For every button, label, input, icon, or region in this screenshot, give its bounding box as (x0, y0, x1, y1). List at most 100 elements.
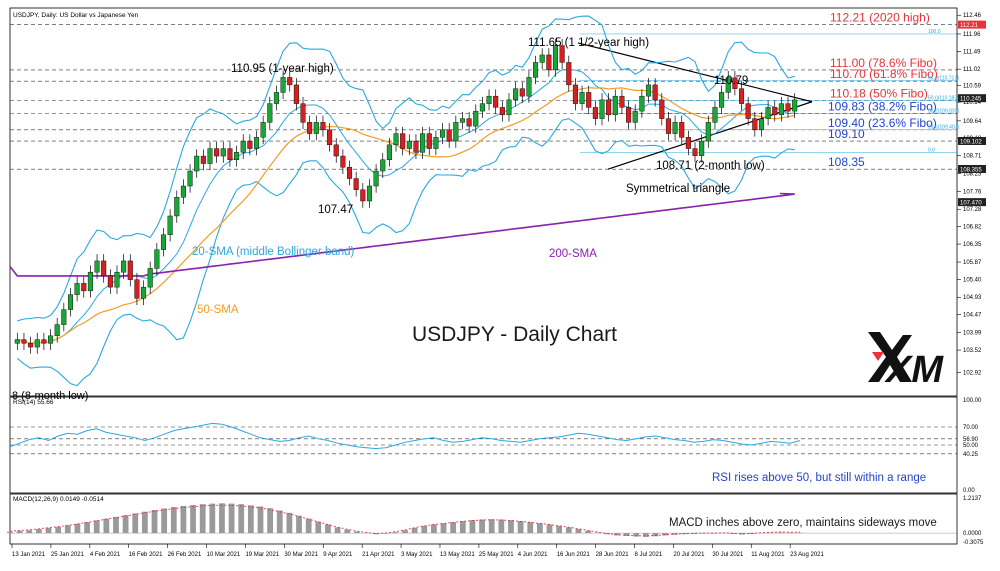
candle-body (273, 92, 279, 104)
candle-body (466, 118, 472, 127)
candle-body (320, 122, 326, 131)
candle-body (67, 294, 74, 310)
price-tag-label: 108.355 (960, 167, 982, 173)
candle-body (699, 140, 705, 156)
candle-body (433, 137, 439, 149)
candle-body (406, 140, 412, 149)
candle-body (373, 170, 379, 187)
candle-body (347, 167, 353, 179)
candle-body (28, 343, 34, 348)
price-tag (958, 164, 986, 173)
candle-body (41, 339, 47, 344)
rsi-tick-label: 0.00 (963, 488, 975, 494)
fib-small-label: 61.8(110.717) (928, 76, 959, 82)
price-tag-label: 107.470 (960, 201, 982, 207)
candle-body (692, 148, 698, 156)
candle-body (400, 133, 406, 149)
candle-body (154, 249, 160, 269)
rsi-tick-label: 70.00 (963, 425, 979, 431)
price-tick-label: 103.99 (963, 330, 982, 336)
macd-tick-label: 0.0000 (963, 531, 982, 537)
candle-body (141, 286, 147, 299)
candle-body (725, 77, 731, 93)
candle-body (639, 95, 645, 112)
candle-body (612, 95, 618, 116)
candle-body (134, 279, 140, 299)
price-levels: 112.21 (2020 high)111.00 (78.6% Fibo)110… (828, 11, 959, 170)
price-tick-label: 110.14 (963, 100, 982, 106)
candle-body (486, 95, 492, 104)
chart-title: USDJPY - Daily Chart (412, 323, 617, 346)
macd-note: MACD inches above zero, maintains sidewa… (669, 517, 937, 529)
price-tag-label: 112.21 (960, 23, 979, 29)
level-label: 110.70 (61.8% Fibo) (830, 67, 938, 81)
date-tick-label: 11 Aug 2021 (751, 552, 785, 558)
candle-body (546, 54, 552, 71)
candle-body (34, 339, 40, 348)
candle-body (652, 84, 658, 101)
price-tick-label: 107.76 (963, 189, 982, 195)
rsi-tick-label: 100.00 (963, 398, 982, 404)
bollinger-bands (16, 15, 795, 387)
label-200-sma: 200-SMA (549, 248, 597, 260)
date-tick-label: 8 Jul 2021 (635, 552, 663, 558)
price-tick-label: 111.49 (963, 50, 981, 56)
main-panel-frame (9, 7, 958, 397)
candle-body (739, 88, 745, 104)
date-tick-label: 25 May 2021 (479, 552, 514, 558)
level-label: 112.21 (2020 high) (830, 11, 930, 25)
candle-body (393, 133, 399, 146)
candle-body (632, 110, 638, 123)
candle-body (253, 137, 260, 149)
candle-body (227, 148, 233, 161)
candle-body (420, 133, 426, 153)
rsi-tick-label: 50.00 (963, 443, 979, 449)
candle-body (513, 88, 519, 101)
candle-body (353, 178, 359, 190)
level-label: 109.40 (23.6% Fibo) (828, 116, 937, 130)
candle-body (14, 339, 20, 344)
price-tick-label: 105.40 (963, 278, 982, 284)
candle-body (446, 129, 452, 142)
price-tick-label: 107.28 (963, 207, 982, 213)
candle-body (745, 103, 751, 119)
candle-body (293, 84, 299, 104)
candle-body (572, 84, 578, 104)
candle-body (440, 129, 446, 138)
bollinger-upper (17, 15, 795, 322)
candle-body (81, 283, 87, 292)
candle-body (778, 103, 784, 116)
candle-body (61, 309, 67, 325)
candle-body (586, 92, 592, 108)
price-tick-label: 104.47 (963, 312, 982, 318)
candle-body (366, 185, 372, 202)
candle-body (87, 271, 93, 292)
candle-body (765, 107, 771, 119)
label-50-sma: 50-SMA (197, 304, 239, 316)
candle-body (493, 95, 499, 108)
macd-tick-label: 1.2137 (963, 496, 982, 502)
macd-signal-line (9, 504, 801, 537)
candle-body (127, 260, 133, 280)
level-label: 108.35 (828, 155, 865, 169)
candle-body (426, 133, 432, 149)
price-tick-label: 111.02 (963, 67, 981, 73)
candle-body (772, 107, 778, 116)
date-tick-label: 4 Jun 2021 (518, 552, 548, 558)
candle-body (479, 103, 485, 112)
price-tag-label: 109.102 (960, 140, 982, 146)
candle-body (792, 99, 798, 112)
candle-body (167, 215, 173, 235)
candle-body (240, 140, 246, 153)
candle-body (499, 107, 505, 116)
price-tick-label: 109.64 (963, 119, 982, 125)
date-axis: 13 Jan 2021 25 Jan 2021 4 Feb 2021 16 Feb 2… (11, 544, 825, 558)
price-tag (958, 198, 986, 207)
candle-body (732, 77, 738, 89)
candles (14, 38, 798, 354)
level-label: 109.10 (828, 127, 865, 141)
rsi-note: RSI rises above 50, but still within a r… (712, 472, 926, 484)
annotation-jul-peak: 110.79 (714, 75, 748, 87)
candle-body (606, 99, 612, 116)
